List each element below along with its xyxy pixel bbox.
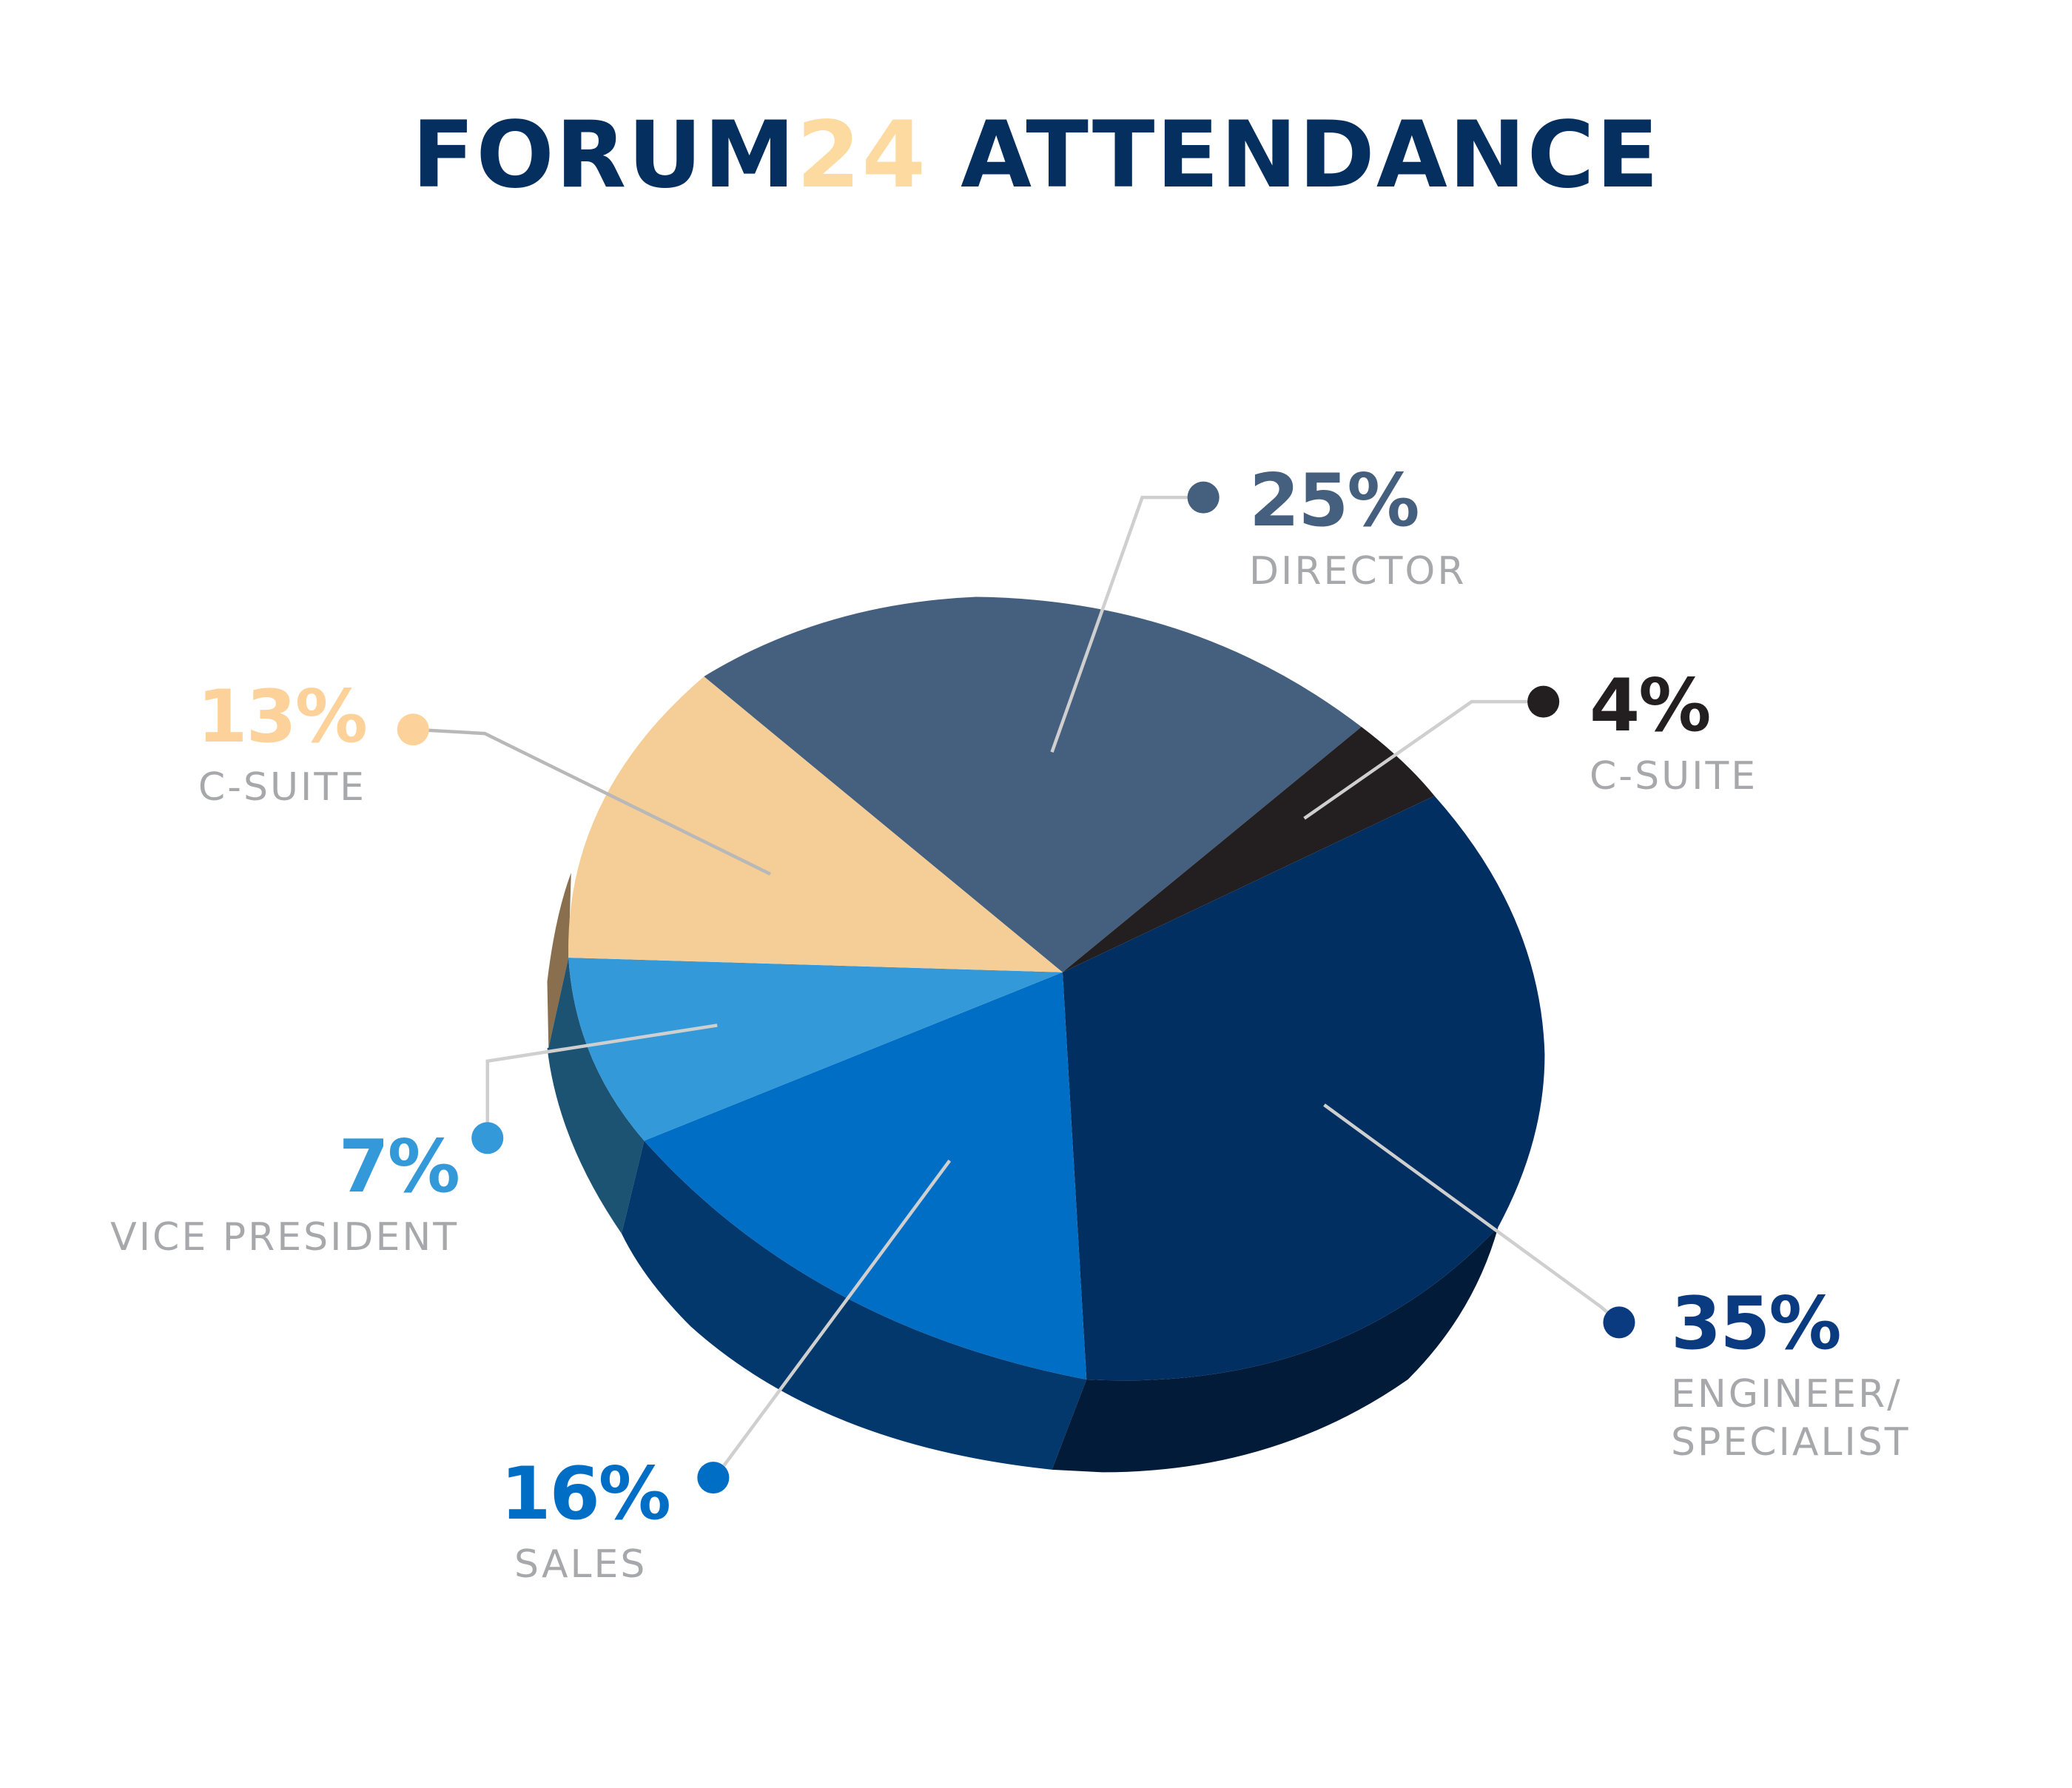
pie-side: [547, 873, 1498, 1473]
slice-vp: [568, 958, 1063, 1141]
label-sales-name: SALES: [514, 1542, 648, 1587]
slice-sales: [644, 972, 1087, 1379]
title-highlight: 24: [796, 102, 927, 209]
leader-sales: [722, 1159, 952, 1467]
label-director: 25% DIRECTOR: [1249, 465, 1467, 596]
leader-director: [1050, 495, 1202, 753]
dot-director: [1187, 481, 1220, 514]
label-vp-pct: 7%: [338, 1125, 460, 1209]
label-director-pct: 25%: [1249, 459, 1420, 543]
leader-vp: [485, 1024, 718, 1136]
leader-csuite-small: [1303, 699, 1541, 820]
label-engineer-name-2: SPECIALIST: [1671, 1420, 1911, 1465]
slice-side-engineer: [1052, 1226, 1498, 1473]
dot-engineer: [1603, 1306, 1635, 1339]
label-sales-pct: 16%: [500, 1452, 671, 1536]
label-engineer-pct: 35%: [1671, 1282, 1842, 1366]
dot-csuite-large: [397, 713, 429, 746]
slice-side-sales: [622, 1140, 1087, 1470]
title-prefix: FORUM: [411, 102, 797, 209]
dot-sales: [697, 1462, 730, 1494]
label-csuite-large-pct: 13%: [197, 675, 368, 759]
slice-side-csuite-large: [547, 873, 571, 1048]
label-vp: 7% VICE PRESIDENT: [67, 1125, 460, 1262]
title-suffix: ATTENDANCE: [926, 102, 1661, 209]
label-csuite-small-pct: 4%: [1590, 664, 1711, 748]
leader-csuite-large: [414, 727, 772, 876]
pie-top: [568, 596, 1545, 1381]
slice-csuite-small: [1062, 727, 1435, 972]
label-csuite-large: 13% C-SUITE: [148, 675, 368, 812]
dot-vp: [471, 1122, 504, 1155]
label-vp-name: VICE PRESIDENT: [110, 1215, 459, 1260]
label-csuite-large-name: C-SUITE: [198, 765, 366, 810]
label-sales: 16% SALES: [444, 1452, 671, 1589]
chart-title: FORUM24 ATTENDANCE: [0, 110, 2072, 201]
leader-lines: [414, 495, 1619, 1467]
label-engineer-name-1: ENGINEER/: [1671, 1372, 1903, 1416]
slice-side-vp: [547, 958, 645, 1234]
leader-dots: [397, 481, 1635, 1494]
label-engineer: 35% ENGINEER/ SPECIALIST: [1671, 1288, 1911, 1467]
slice-director: [704, 596, 1362, 972]
slice-engineer: [1062, 796, 1545, 1381]
label-director-name: DIRECTOR: [1249, 549, 1467, 594]
slice-csuite-large: [568, 676, 1063, 972]
dot-csuite-small: [1527, 685, 1560, 718]
label-csuite-small: 4% C-SUITE: [1590, 670, 1758, 801]
label-csuite-small-name: C-SUITE: [1590, 754, 1758, 799]
